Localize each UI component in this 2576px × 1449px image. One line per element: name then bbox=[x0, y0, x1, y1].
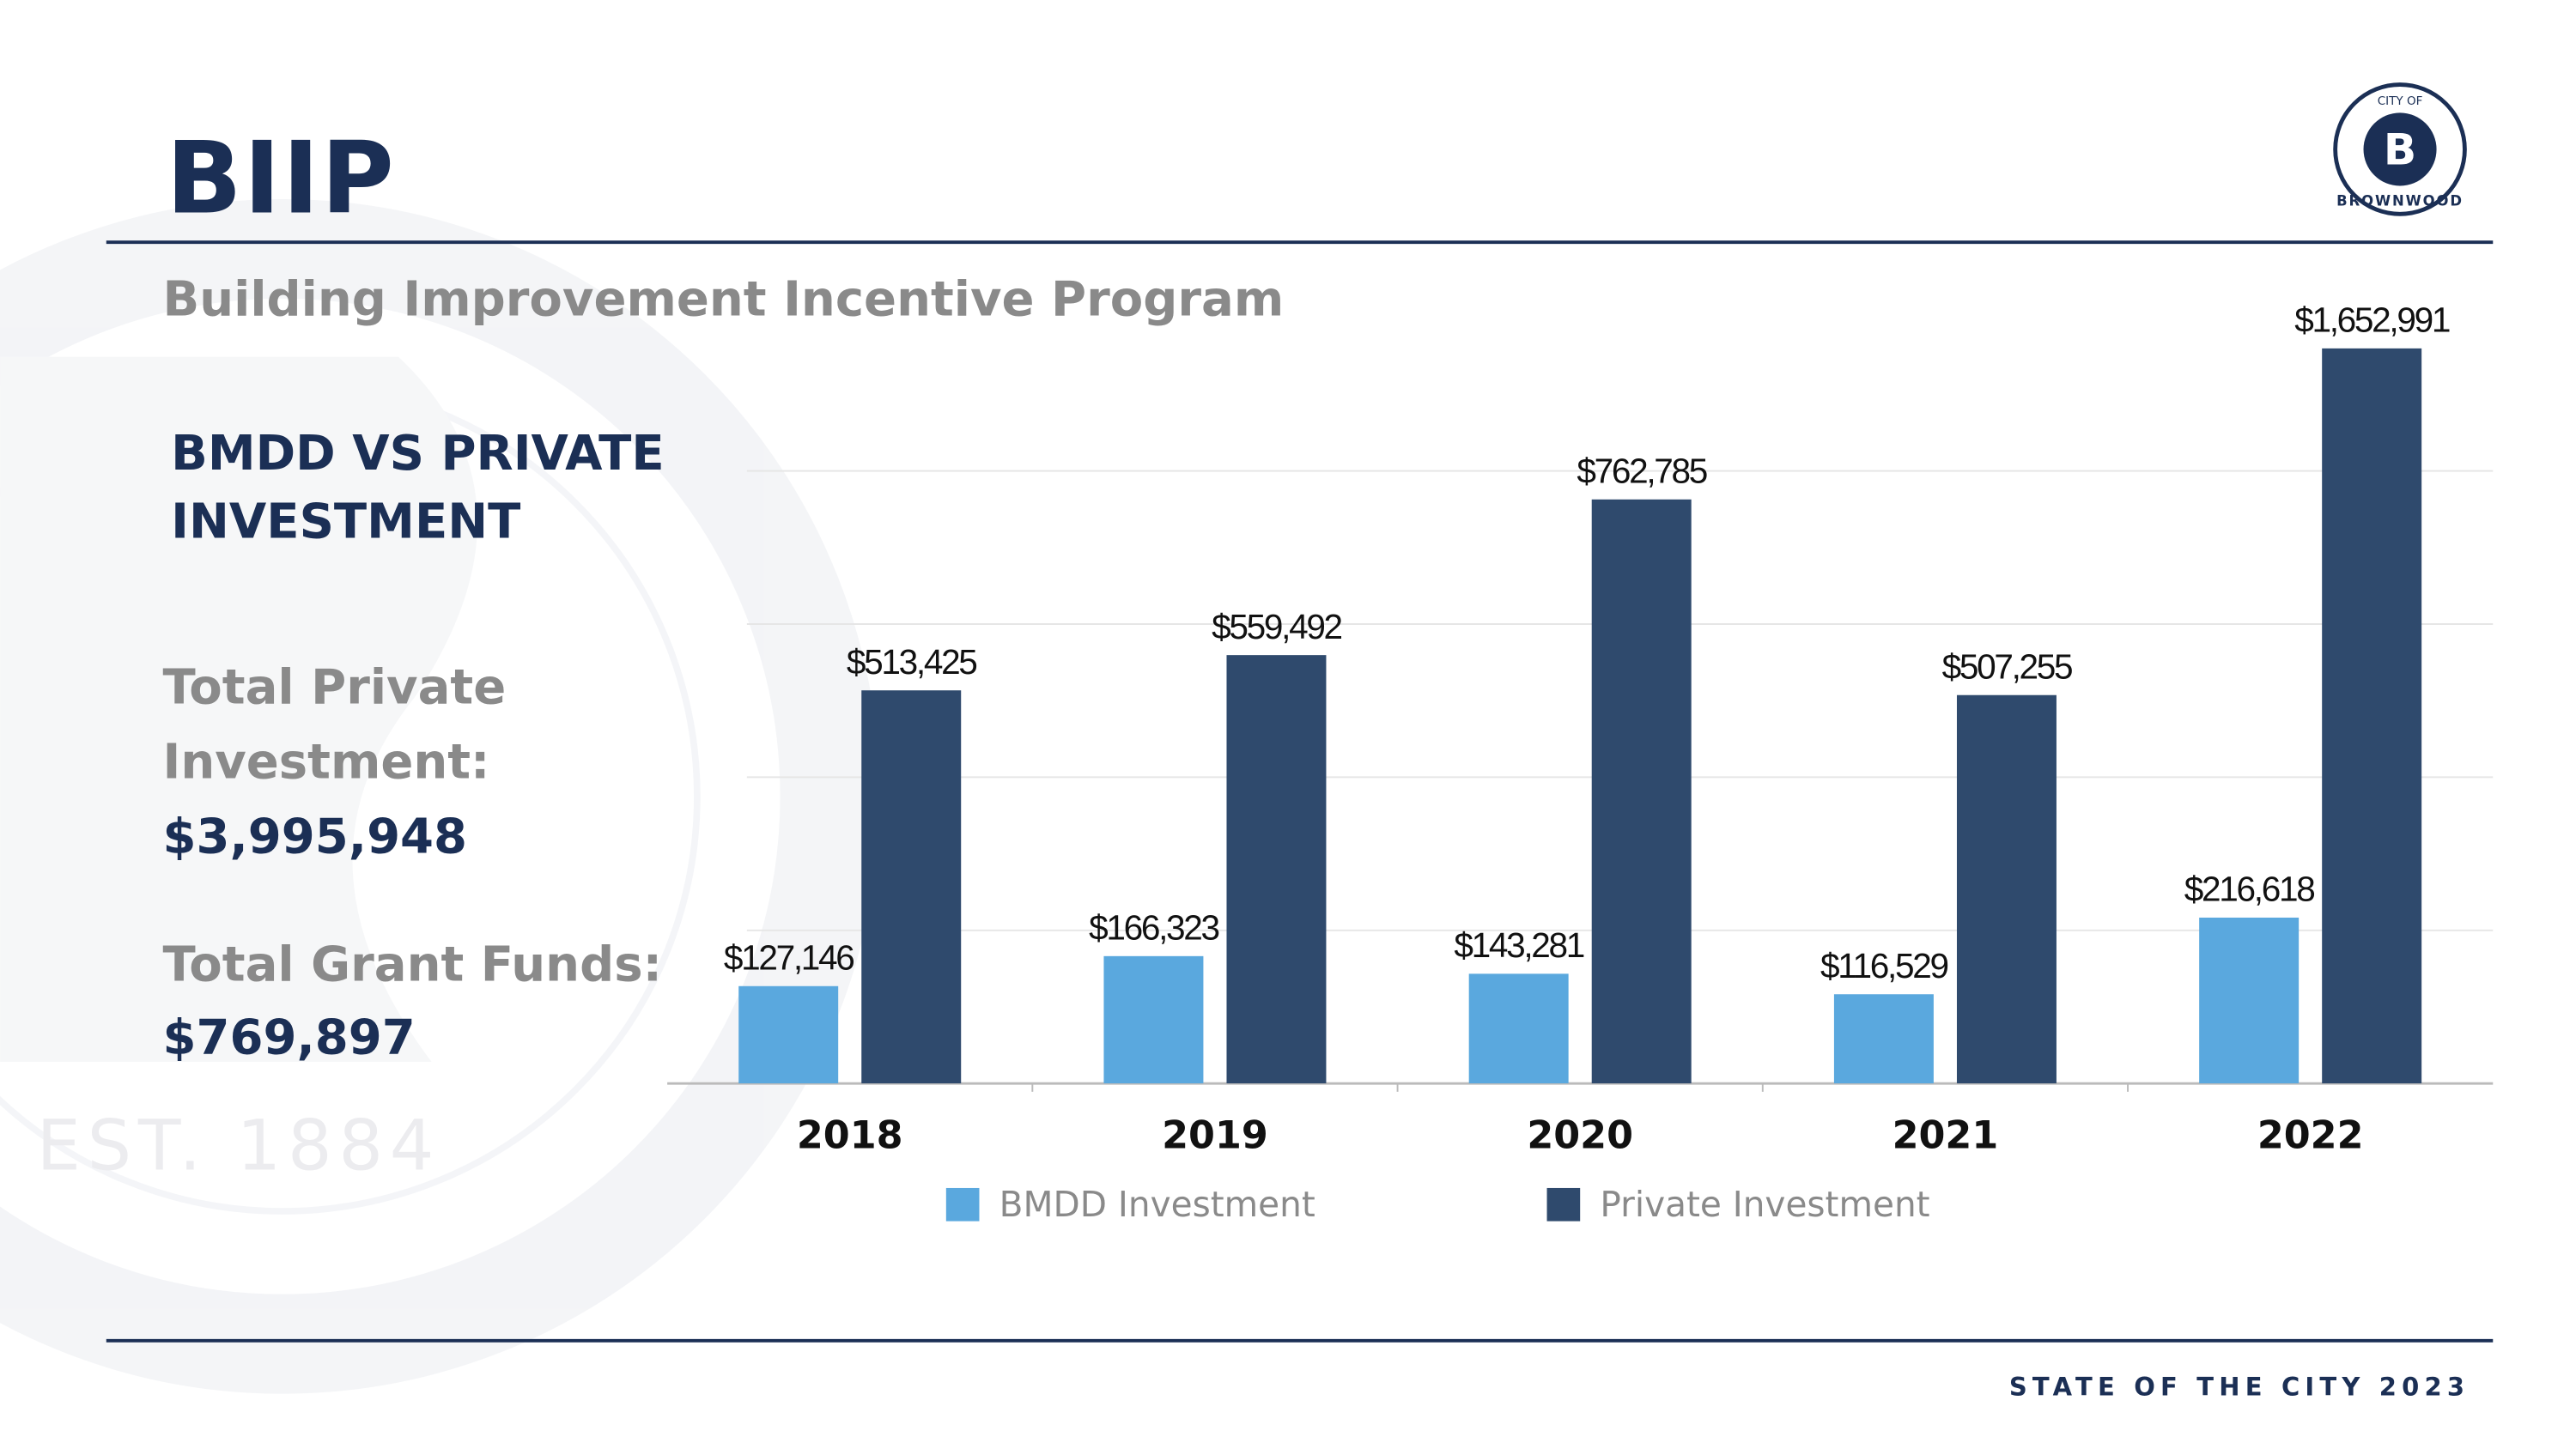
legend-label: Private Investment bbox=[1600, 1184, 1929, 1225]
sidebar-heading: INVESTMENT bbox=[171, 494, 520, 549]
legend-label: BMDD Investment bbox=[999, 1184, 1315, 1225]
value-label: $216,618 bbox=[2184, 870, 2314, 909]
x-tick-label: 2021 bbox=[1893, 1114, 1999, 1158]
value-label: $762,785 bbox=[1577, 451, 1706, 490]
logo-top-text: CITY OF bbox=[2378, 94, 2423, 108]
legend-swatch bbox=[1546, 1187, 1581, 1222]
logo: B CITY OF BROWNWOOD bbox=[2333, 82, 2467, 216]
slide-title: BIIP bbox=[166, 120, 395, 236]
bar bbox=[1833, 994, 1934, 1084]
value-label: $166,323 bbox=[1089, 908, 1218, 948]
value-label: $507,255 bbox=[1942, 646, 2072, 686]
sidebar-heading: BMDD VS PRIVATE bbox=[171, 426, 665, 482]
value-label: $559,492 bbox=[1212, 607, 1341, 646]
value-label: $513,425 bbox=[847, 642, 976, 682]
stat-value: $769,897 bbox=[162, 1009, 415, 1065]
legend-swatch bbox=[945, 1187, 980, 1222]
bar bbox=[2199, 917, 2300, 1084]
svg-text:B: B bbox=[2384, 124, 2416, 174]
stat-value: $3,995,948 bbox=[162, 809, 467, 865]
stat-label: Total Grant Funds: bbox=[162, 937, 662, 992]
x-tick-label: 2018 bbox=[797, 1114, 903, 1158]
value-label: $143,281 bbox=[1454, 925, 1583, 965]
value-label: $116,529 bbox=[1820, 946, 1947, 985]
bar bbox=[1956, 694, 2057, 1084]
logo-name: BROWNWOOD bbox=[2336, 193, 2464, 209]
x-tick-label: 2019 bbox=[1162, 1114, 1268, 1158]
bar bbox=[2322, 348, 2422, 1084]
bar bbox=[738, 985, 839, 1084]
watermark-seal bbox=[0, 199, 880, 1394]
bar bbox=[1591, 499, 1692, 1084]
stat-label: Total Private bbox=[162, 660, 506, 716]
value-label: $127,146 bbox=[724, 937, 854, 977]
stat-label: Investment: bbox=[162, 735, 489, 791]
bar bbox=[1226, 655, 1327, 1084]
watermark-text: EST. 1884 bbox=[37, 1106, 441, 1187]
x-tick-label: 2022 bbox=[2257, 1114, 2364, 1158]
bar bbox=[1103, 955, 1204, 1084]
value-label: $1,652,991 bbox=[2294, 300, 2450, 340]
chart: 2018 $127,146 $513,425 2019 $166,323 $559,492… bbox=[667, 300, 2494, 1225]
bar bbox=[1468, 973, 1569, 1084]
x-tick-label: 2020 bbox=[1527, 1114, 1633, 1158]
slide-subtitle: Building Improvement Incentive Program bbox=[162, 271, 1284, 327]
bar bbox=[861, 690, 962, 1084]
footer-text: STATE OF THE CITY 2023 bbox=[2009, 1373, 2470, 1402]
